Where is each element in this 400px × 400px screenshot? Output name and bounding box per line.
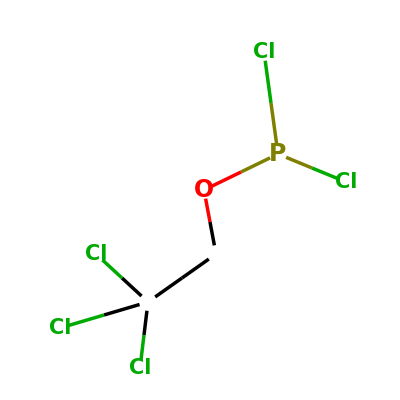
Text: Cl: Cl xyxy=(49,318,71,338)
Text: Cl: Cl xyxy=(253,42,275,62)
Text: O: O xyxy=(194,178,214,202)
Text: Cl: Cl xyxy=(335,172,357,192)
Text: P: P xyxy=(269,142,287,166)
Text: Cl: Cl xyxy=(129,358,151,378)
Text: Cl: Cl xyxy=(85,244,107,264)
